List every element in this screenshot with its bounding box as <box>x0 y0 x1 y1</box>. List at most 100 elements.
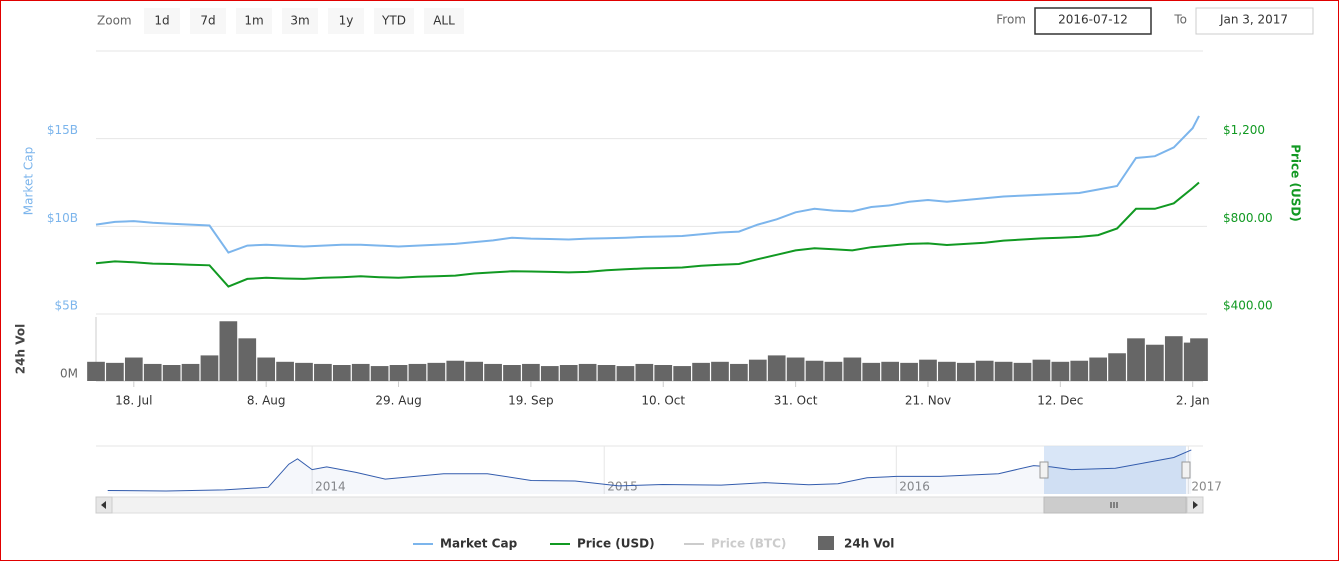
y2-tick-label: $400.00 <box>1223 299 1273 313</box>
volume-bar <box>503 365 521 381</box>
zoom-button[interactable] <box>374 8 414 34</box>
navigator-line <box>107 449 1192 492</box>
volume-bar <box>427 362 446 381</box>
y2-axis-title: Price (USD) <box>1289 144 1303 222</box>
navigator-area <box>107 449 1192 494</box>
legend: Market Cap Price (USD) Price (BTC) 24h Vol <box>413 536 894 551</box>
x-tick-label: 8. Aug <box>247 394 286 408</box>
volume-bar <box>956 362 975 381</box>
volume-bar <box>559 365 578 381</box>
vol-tick-label: 0M <box>60 367 78 381</box>
volume-bar <box>522 363 540 381</box>
zoom-button[interactable] <box>424 8 464 34</box>
volume-bar <box>1013 362 1032 381</box>
volume-bar <box>1146 344 1164 381</box>
volume-bar <box>332 365 351 381</box>
volume-bar <box>276 361 294 381</box>
legend-item[interactable]: Market Cap <box>413 537 518 551</box>
x-tick-label: 18. Jul <box>115 394 152 408</box>
series-line <box>95 181 1200 288</box>
volume-bar <box>1070 360 1089 381</box>
from-input[interactable] <box>1034 7 1152 35</box>
volume-bar <box>578 363 597 381</box>
volume-bar <box>1089 357 1108 381</box>
navigator-handle[interactable] <box>1039 461 1049 479</box>
navigator-tick-label: 2015 <box>607 480 638 494</box>
zoom-button-label: YTD <box>381 14 406 28</box>
legend-item[interactable]: Price (USD) <box>550 537 655 551</box>
to-input[interactable] <box>1195 7 1314 35</box>
zoom-button[interactable] <box>190 8 226 34</box>
volume-bar <box>711 361 729 381</box>
legend-label: Price (BTC) <box>711 537 786 551</box>
volume-bar <box>1190 338 1208 381</box>
navigator-tick-label: 2017 <box>1191 480 1222 494</box>
x-tick-label: 10. Oct <box>641 394 685 408</box>
volume-bar <box>408 363 427 381</box>
zoom-button-label: 1m <box>244 14 263 28</box>
volume-bar <box>881 361 900 381</box>
zoom-button[interactable] <box>236 8 272 34</box>
volume-bar <box>87 361 105 381</box>
zoom-button-label: 7d <box>200 14 215 28</box>
volume-bar <box>767 355 786 381</box>
volume-bar <box>314 363 332 381</box>
volume-bar <box>351 363 370 381</box>
legend-label: Price (USD) <box>577 537 655 551</box>
to-label: To <box>1173 13 1187 27</box>
volume-bar <box>616 366 635 381</box>
volume-bar <box>692 362 710 381</box>
x-tick-label: 29. Aug <box>375 394 421 408</box>
x-tick-label: 2. Jan <box>1176 394 1210 408</box>
navigator-frame <box>96 446 1203 494</box>
volume-bar <box>370 366 389 381</box>
volume-bar <box>824 361 843 381</box>
scrollbar-track[interactable] <box>95 496 1204 514</box>
x-tick-label: 31. Oct <box>774 394 818 408</box>
volume-bar <box>106 362 124 381</box>
zoom-label: Zoom <box>97 14 132 28</box>
y-tick-label: $5B <box>54 299 78 313</box>
navigator-selection[interactable] <box>1044 446 1186 494</box>
x-tick-label: 12. Dec <box>1037 394 1083 408</box>
volume-bar <box>1127 338 1145 381</box>
arrow-right <box>1193 501 1198 509</box>
legend-item[interactable]: 24h Vol <box>818 536 894 551</box>
zoom-button-label: 1y <box>339 14 354 28</box>
volume-bar <box>919 359 937 381</box>
series-line <box>95 115 1200 254</box>
x-tick-label: 21. Nov <box>905 394 951 408</box>
legend-item[interactable]: Price (BTC) <box>684 537 786 551</box>
from-value: 2016-07-12 <box>1058 13 1128 27</box>
y-tick-label: $10B <box>47 211 78 225</box>
volume-bar <box>295 362 313 381</box>
volume-bar <box>1108 353 1126 381</box>
volume-bar <box>389 365 408 381</box>
volume-bar <box>540 366 559 381</box>
zoom-buttons: 1d 7d 1m 3m 1y YTD ALL <box>144 8 464 34</box>
zoom-button[interactable] <box>328 8 364 34</box>
legend-label: 24h Vol <box>844 537 894 551</box>
scrollbar-thumb[interactable] <box>1043 496 1187 514</box>
volume-bar <box>900 362 918 381</box>
zoom-button[interactable] <box>282 8 318 34</box>
zoom-button-label: 3m <box>290 14 309 28</box>
volume-bar <box>238 338 257 381</box>
volume-bar <box>465 361 484 381</box>
volume-bar <box>748 359 767 381</box>
navigator-handle[interactable] <box>1181 461 1191 479</box>
zoom-button-label: ALL <box>433 14 455 28</box>
volume-bar <box>124 357 143 381</box>
volume-bar <box>484 363 502 381</box>
volume-bar <box>975 360 994 381</box>
zoom-button[interactable] <box>144 8 180 34</box>
volume-bar <box>219 321 238 381</box>
x-tick-label: 19. Sep <box>508 394 554 408</box>
volume-bar <box>257 357 276 381</box>
legend-label: Market Cap <box>440 537 518 551</box>
volume-bar <box>654 365 673 381</box>
volume-bar <box>200 355 219 381</box>
volume-bar <box>938 361 956 381</box>
volume-bar <box>673 366 692 381</box>
